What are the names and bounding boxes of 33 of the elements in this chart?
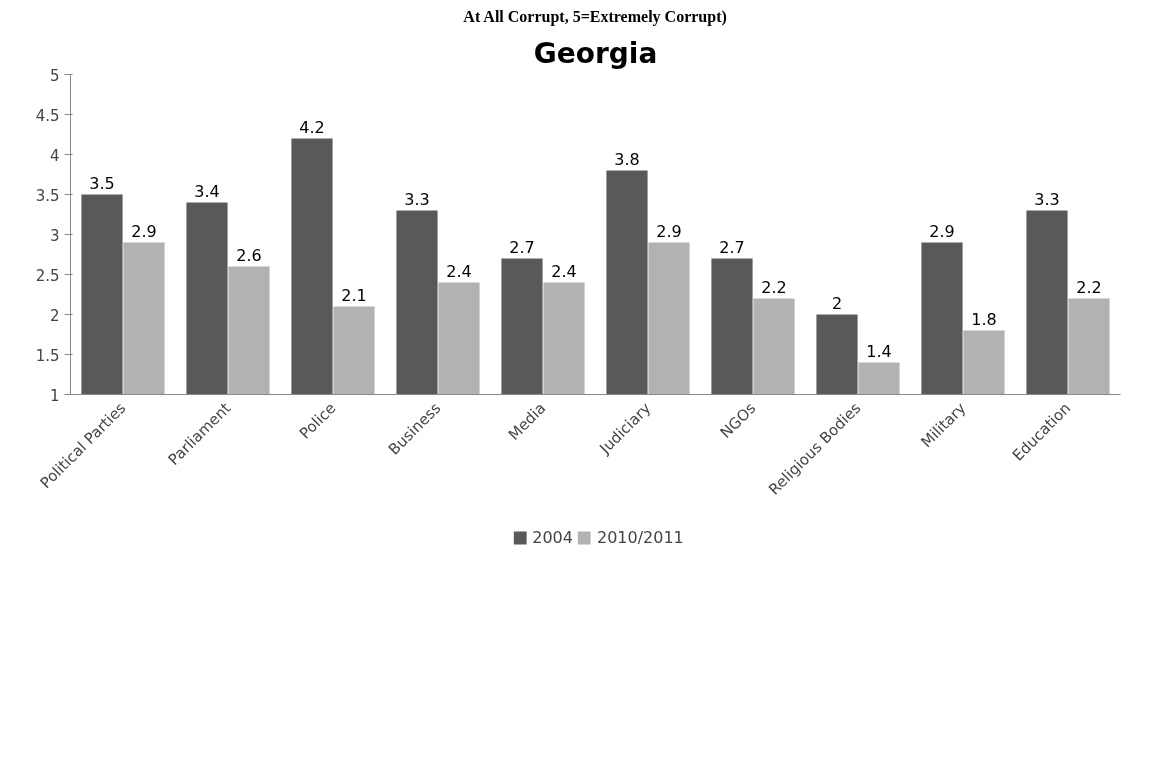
data-label: 2.2 — [1076, 277, 1102, 297]
data-label: 1.4 — [866, 341, 892, 361]
data-label: 2.2 — [761, 277, 787, 297]
y-tick-label: 3 — [49, 226, 60, 245]
legend-label: 2004 — [532, 527, 573, 547]
data-label: 2.4 — [551, 261, 577, 281]
data-label: 2 — [831, 293, 843, 313]
y-tick-label: 3.5 — [35, 186, 60, 205]
chart-title: Georgia — [533, 36, 658, 70]
data-label: 2.7 — [509, 237, 535, 257]
data-label: 3.8 — [614, 149, 640, 169]
y-tick-label: 2 — [49, 306, 60, 325]
data-label: 3.3 — [1034, 189, 1060, 209]
data-label: 2.9 — [131, 221, 157, 241]
data-label: 3.5 — [89, 173, 115, 193]
data-label: 2.6 — [236, 245, 262, 265]
y-tick-label: 1 — [49, 386, 60, 405]
y-tick-label: 2.5 — [35, 266, 60, 285]
legend-label: 2010/2011 — [596, 527, 684, 547]
text: At All Corrupt, 5=Extremely Corrupt) — [463, 7, 727, 26]
data-label: 2.9 — [929, 221, 955, 241]
y-tick-label: 4.5 — [35, 106, 60, 125]
y-tick-label: 1.5 — [35, 346, 60, 365]
data-label: 2.7 — [719, 237, 745, 257]
data-label: 2.4 — [446, 261, 472, 281]
data-label: 2.1 — [341, 285, 367, 305]
data-label: 1.8 — [971, 309, 997, 329]
data-label: 3.3 — [404, 189, 430, 209]
data-label: 2.9 — [656, 221, 682, 241]
y-tick-label: 4 — [49, 146, 60, 165]
y-tick-label: 5 — [49, 66, 60, 85]
data-label: 4.2 — [299, 117, 325, 137]
data-label: 3.4 — [194, 181, 220, 201]
